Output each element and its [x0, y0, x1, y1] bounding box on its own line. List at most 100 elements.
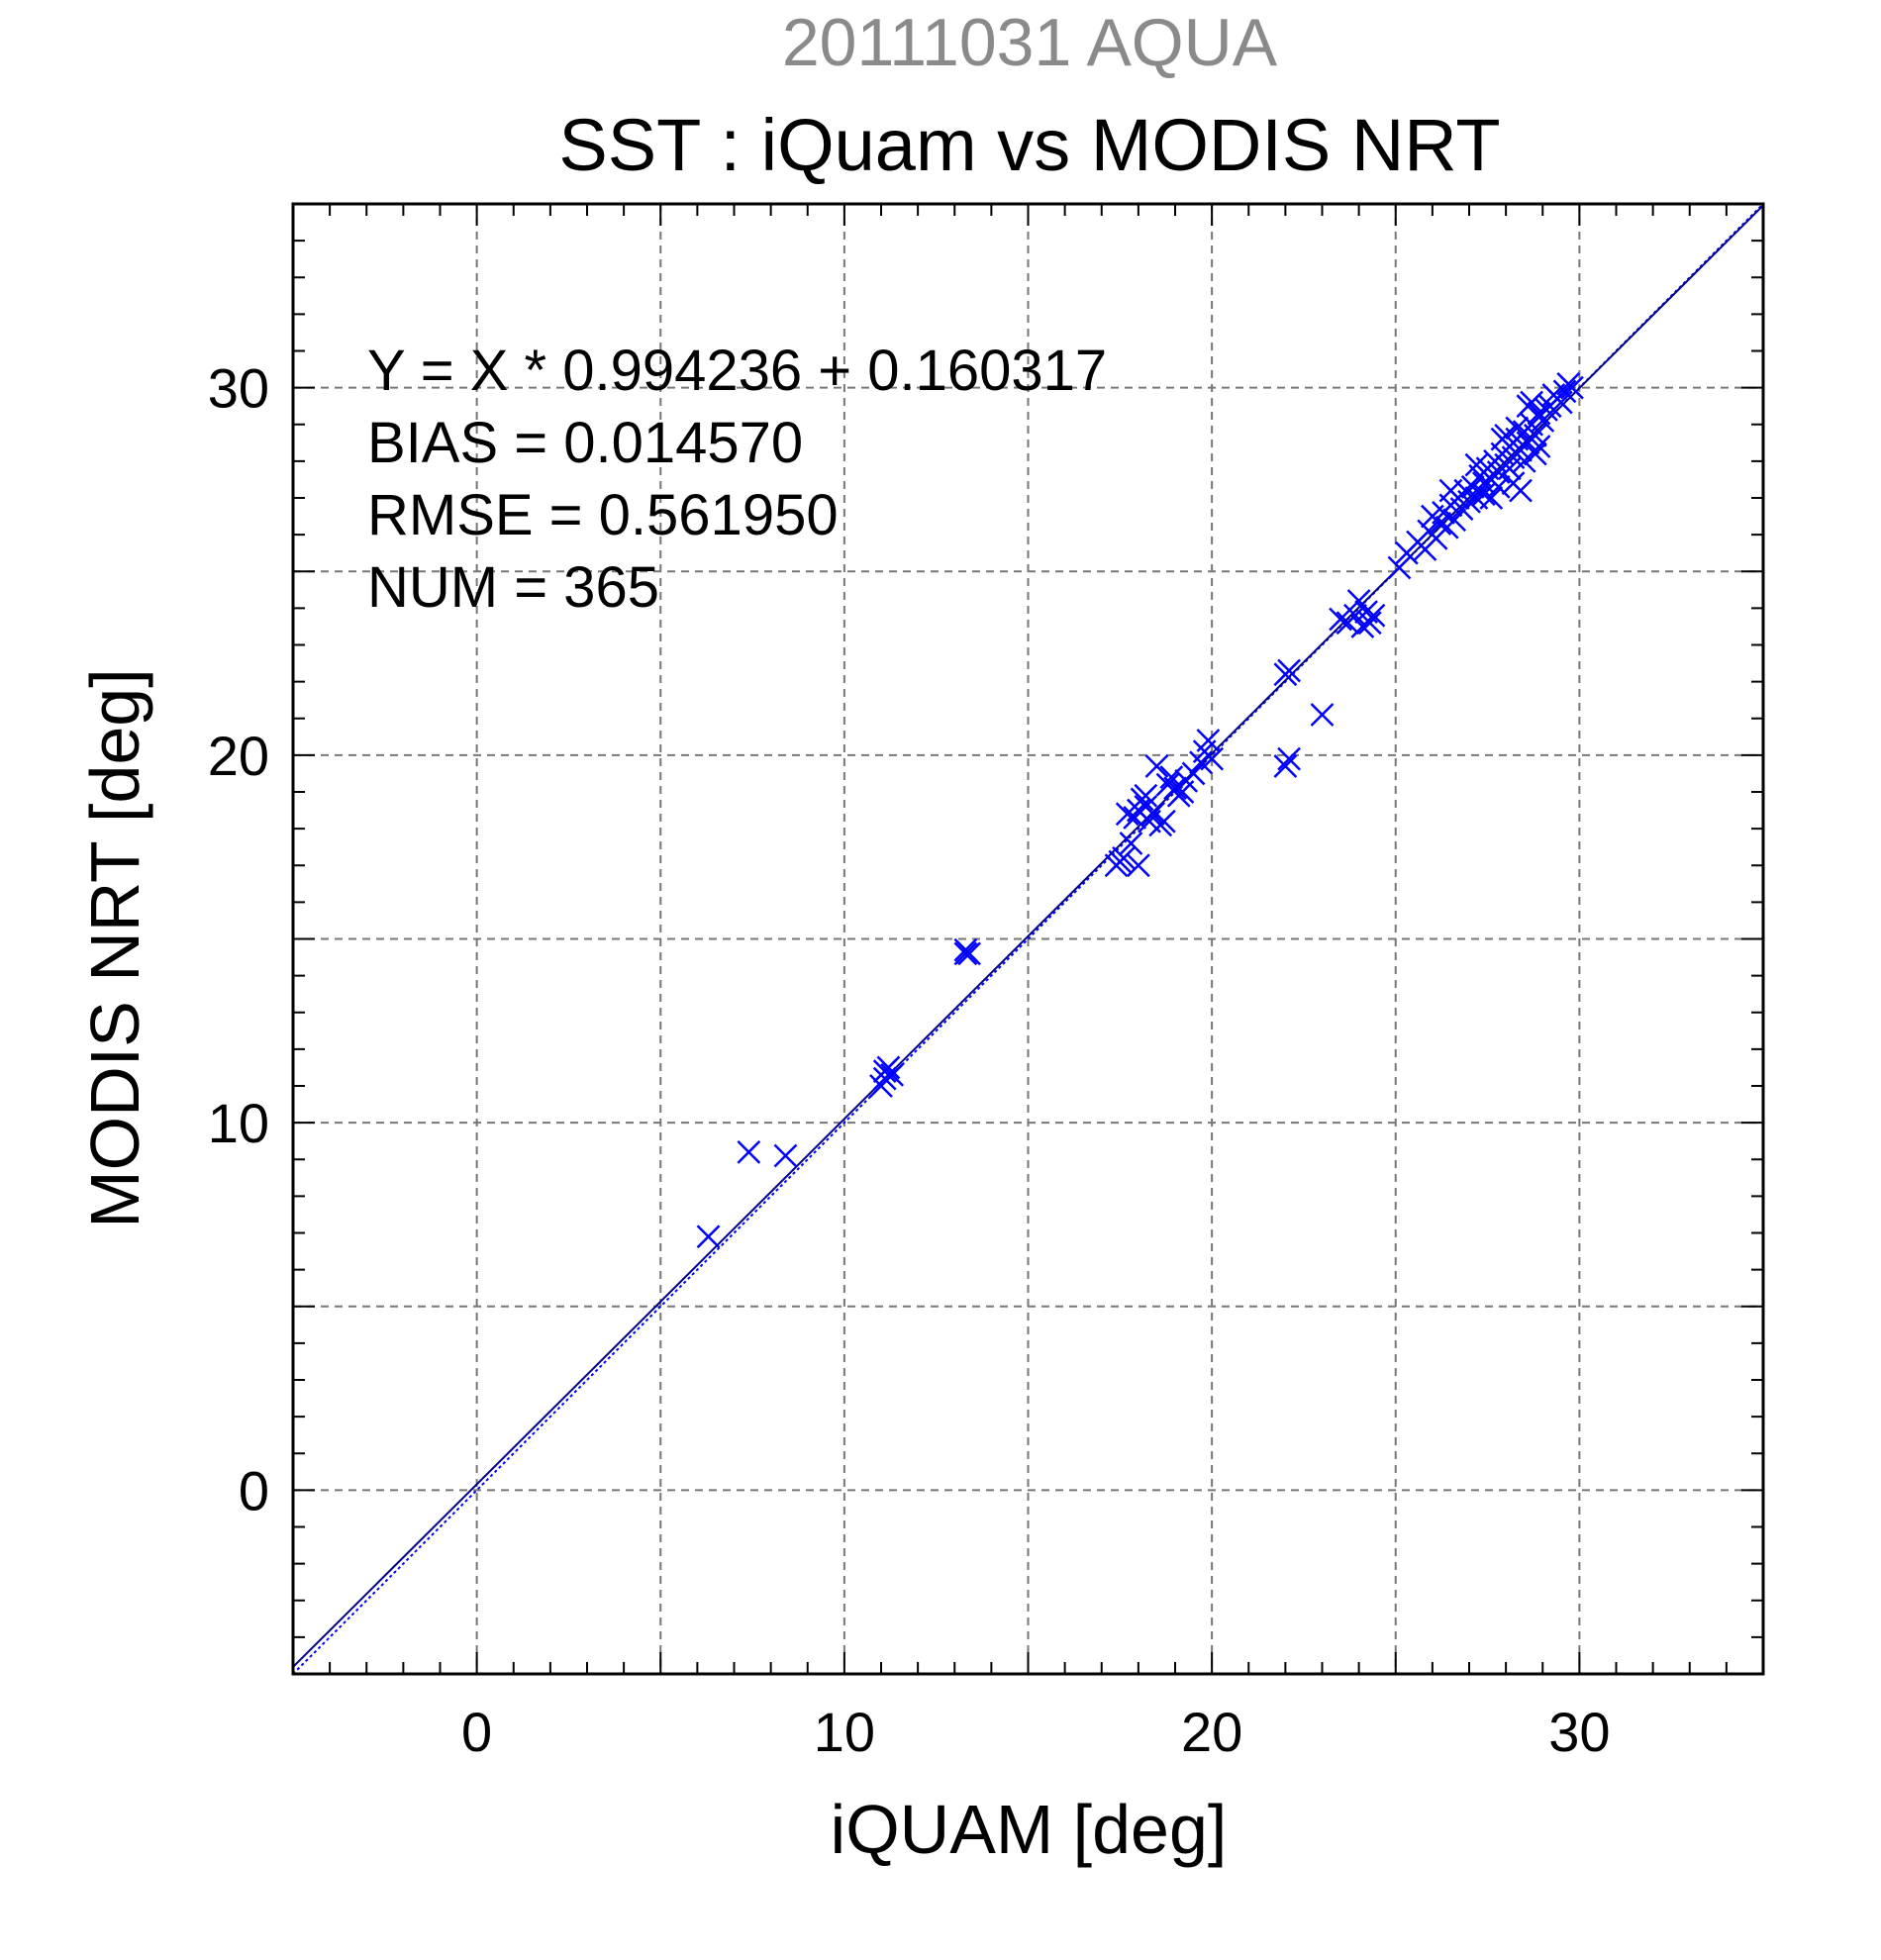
data-point-stroke [1486, 474, 1511, 499]
data-point-stroke [1277, 658, 1301, 683]
data-point-stroke [1357, 611, 1382, 636]
data-point [1479, 486, 1504, 510]
data-point [1548, 390, 1573, 415]
data-point-stroke [1523, 424, 1547, 447]
x-tick-label: 0 [461, 1701, 492, 1763]
data-point [1357, 611, 1382, 636]
data-point [1527, 435, 1551, 458]
data-point [1163, 776, 1187, 801]
data-point [1534, 398, 1558, 422]
data-point [1310, 703, 1335, 727]
data-point-stroke [737, 1139, 761, 1164]
data-point-stroke [1126, 853, 1150, 878]
data-point [1329, 607, 1352, 632]
data-point-stroke [1464, 452, 1489, 477]
data-point [1115, 802, 1139, 827]
data-point-stroke [1134, 783, 1158, 808]
data-point-stroke [1534, 398, 1558, 422]
data-point [880, 1062, 905, 1087]
data-point [1144, 754, 1169, 778]
data-point [1134, 783, 1158, 808]
data-point [1200, 746, 1225, 771]
data-point [1438, 478, 1463, 503]
data-point-stroke [872, 1066, 897, 1091]
fit-equation-text: Y = X * 0.994236 + 0.160317 [367, 339, 1107, 403]
data-point [737, 1139, 761, 1164]
y-tick-label: 30 [208, 357, 269, 420]
x-tick-label: 10 [814, 1701, 875, 1763]
data-point-stroke [1155, 772, 1180, 797]
data-point-stroke [1144, 754, 1169, 778]
bias-text: BIAS = 0.014570 [367, 411, 803, 475]
data-point-stroke [1387, 555, 1412, 580]
data-point-stroke [1151, 809, 1176, 833]
data-point [1509, 478, 1533, 503]
data-point [1387, 555, 1412, 580]
data-point-stroke [880, 1062, 905, 1087]
data-point [1166, 783, 1191, 808]
data-point [1527, 401, 1551, 426]
data-point-stroke [1196, 729, 1221, 752]
y-tick-label: 0 [239, 1459, 269, 1521]
data-point-stroke [1556, 372, 1581, 396]
data-point-stroke [1310, 703, 1335, 727]
data-point-stroke [1527, 401, 1551, 426]
data-point-stroke [1361, 603, 1386, 628]
num-text: NUM = 365 [367, 555, 659, 620]
data-point-stroke [1329, 607, 1352, 632]
data-point-stroke [1516, 394, 1540, 419]
data-point [1516, 394, 1540, 419]
data-point [1464, 452, 1489, 477]
data-point-stroke [1112, 845, 1136, 870]
data-point [1112, 845, 1136, 870]
data-point [953, 941, 978, 966]
data-point [1119, 832, 1143, 855]
x-axis-label: iQUAM [deg] [831, 1791, 1228, 1868]
x-tick-label: 30 [1548, 1701, 1610, 1763]
chart-title: SST : iQuam vs MODIS NRT [558, 104, 1501, 186]
data-point [1361, 603, 1386, 628]
data-point [1505, 416, 1530, 441]
data-point [1196, 729, 1221, 752]
data-point-stroke [1494, 424, 1519, 447]
data-point [1486, 474, 1511, 499]
data-point-stroke [1277, 746, 1301, 771]
data-point [1523, 441, 1547, 466]
data-point-stroke [1479, 486, 1504, 510]
data-point [1494, 424, 1519, 447]
y-tick-label: 10 [208, 1092, 269, 1154]
data-point [1497, 456, 1522, 481]
y-axis-label: MODIS NRT [deg] [76, 668, 153, 1227]
data-point-stroke [1115, 802, 1139, 827]
rmse-text: RMSE = 0.561950 [367, 483, 839, 547]
data-point [1151, 809, 1176, 833]
data-point [1273, 754, 1298, 778]
data-point [957, 941, 981, 966]
data-point-stroke [1497, 456, 1522, 481]
data-point-stroke [1346, 589, 1371, 613]
data-point [1277, 658, 1301, 683]
data-point-stroke [1159, 765, 1184, 790]
data-point-stroke [1181, 761, 1206, 786]
tick-labels: 0 10 20 30 0 10 20 30 [208, 357, 1611, 1763]
data-point-stroke [1163, 776, 1187, 801]
one-to-one-line [292, 203, 1764, 1675]
data-point-stroke [1119, 832, 1143, 855]
data-point-stroke [1438, 478, 1463, 503]
chart-subtitle: 20111031 AQUA [781, 5, 1278, 80]
x-tick-label: 20 [1181, 1701, 1242, 1763]
data-point-stroke [1166, 783, 1191, 808]
data-point-stroke [696, 1225, 721, 1249]
data-point [1457, 489, 1481, 514]
data-point-stroke [773, 1143, 798, 1168]
y-tick-label: 20 [208, 725, 269, 787]
data-points [696, 372, 1584, 1249]
data-point-stroke [1523, 441, 1547, 466]
data-point-stroke [1509, 478, 1533, 503]
data-point [1277, 746, 1301, 771]
data-point [696, 1225, 721, 1249]
data-point-stroke [953, 941, 978, 966]
data-point-stroke [1471, 482, 1496, 507]
